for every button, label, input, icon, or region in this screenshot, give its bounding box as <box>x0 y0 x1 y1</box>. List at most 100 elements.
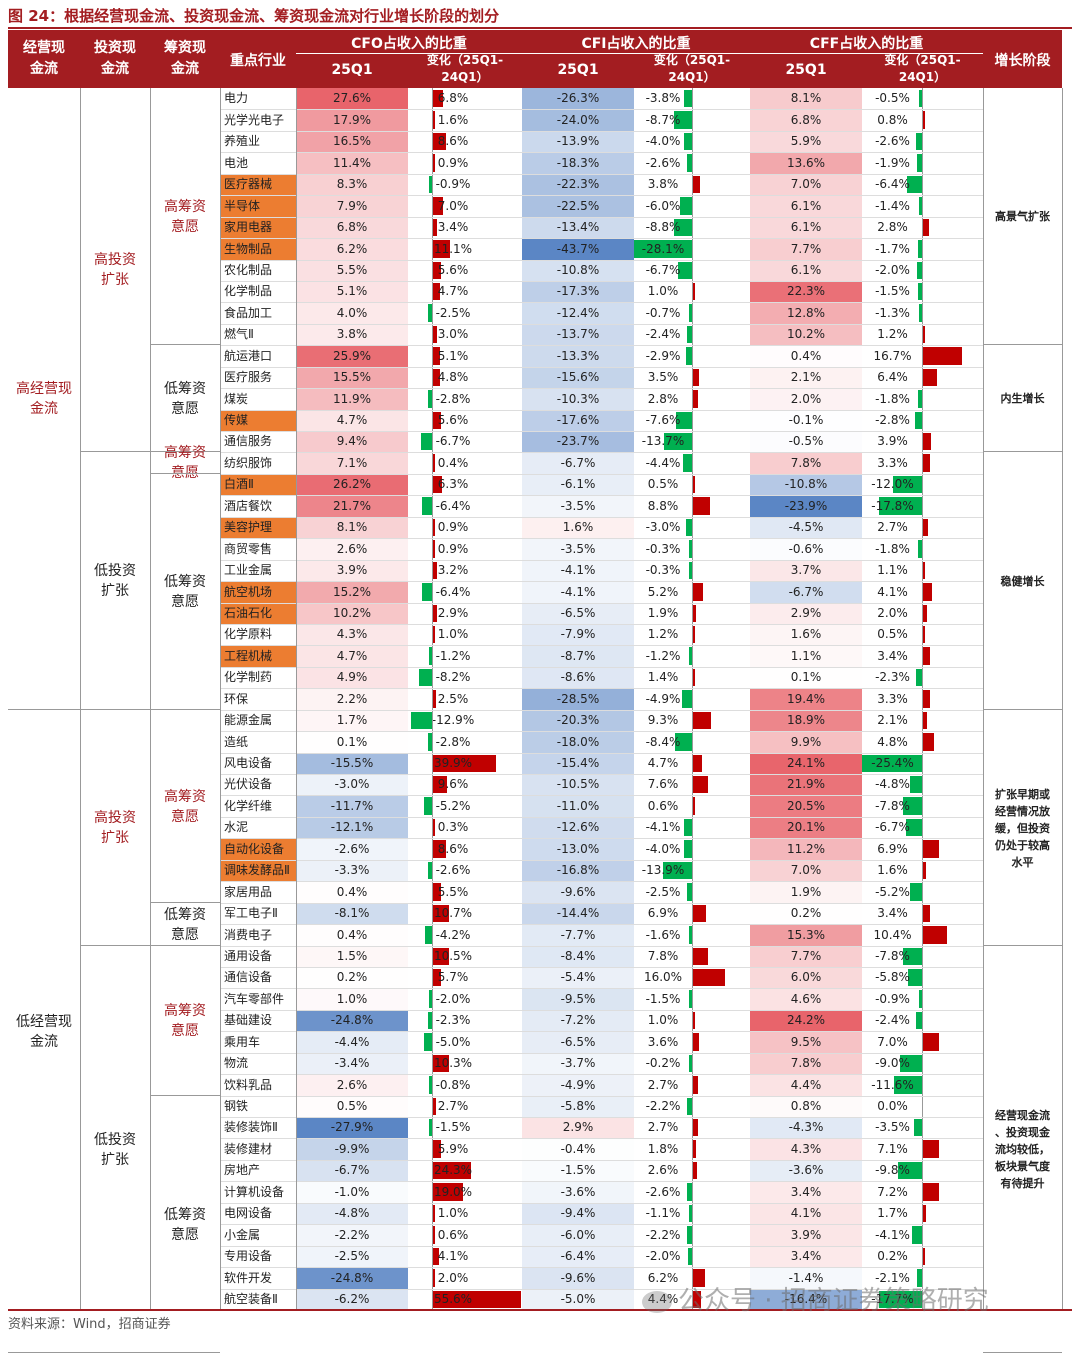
cfi-group-label-divider <box>80 945 150 946</box>
cfo-change-value: 3.4% <box>437 220 469 234</box>
cff-group-label-divider <box>150 945 220 946</box>
cfi-change-value: 5.2% <box>647 585 679 599</box>
cff-change-value: 2.7% <box>877 520 908 534</box>
industry-label: 专用设备 <box>224 1249 273 1263</box>
row-divider <box>220 967 983 968</box>
cfo-level-cell: 17.9% <box>296 109 408 131</box>
cfo-level-cell: -27.9% <box>296 1117 408 1138</box>
cff-level-cell: 4.1% <box>750 1203 862 1224</box>
cfo-change-bar <box>428 990 432 1008</box>
cfi-change-bar <box>689 304 692 322</box>
cff-level-cell: 1.6% <box>750 624 862 645</box>
cfo-level-cell: 4.9% <box>296 667 408 688</box>
stage-label: 内生增长 <box>1000 392 1045 405</box>
cfo-level-cell: 3.9% <box>296 560 408 581</box>
cff-level-cell: 22.3% <box>750 281 862 302</box>
cff-group-label-divider <box>150 902 220 903</box>
cff-group-label: 低筹资 意愿 <box>164 1206 206 1243</box>
cff-change-bar <box>918 283 922 300</box>
cff-level-cell: 7.7% <box>750 946 862 967</box>
cfo-change-value: 10.3% <box>433 1056 473 1070</box>
cff-change-bar <box>903 948 922 965</box>
cfo-level-cell: 0.2% <box>296 967 408 988</box>
cff-level-cell: -16.4% <box>750 1289 862 1310</box>
cfi-level-cell: -7.2% <box>522 1010 634 1031</box>
cff-level-cell: 4.3% <box>750 1138 862 1160</box>
cfo-change-value: -2.6% <box>435 863 471 877</box>
cff-change-value: -3.5% <box>875 1120 910 1134</box>
cfi-change-bar <box>692 497 711 515</box>
cfi-level-cell: 2.9% <box>522 1117 634 1138</box>
cfo-change-bar <box>423 1033 432 1051</box>
cfo-change-value: 3.2% <box>437 563 469 577</box>
cff-change-bar <box>922 1140 940 1158</box>
cfi-change-value: 6.9% <box>647 906 679 920</box>
cfi-change-bar <box>683 819 692 836</box>
cfi-level-cell: -3.7% <box>522 1053 634 1074</box>
cfi-change-bar <box>683 840 692 858</box>
cff-change-bar <box>917 262 922 279</box>
cfo-level-cell: 0.5% <box>296 1096 408 1117</box>
cfo-change-value: 10.5% <box>433 949 473 963</box>
cff-level-cell: 7.7% <box>750 238 862 260</box>
industry-label: 农化制品 <box>224 263 273 277</box>
cff-level-cell: 15.3% <box>750 924 862 946</box>
cff-change-bar <box>922 583 932 601</box>
cfi-level-cell: -9.6% <box>522 881 634 903</box>
cfo-change-bar <box>429 1119 432 1136</box>
cff-change-value: 1.2% <box>877 327 908 341</box>
cff-level-cell: -4.5% <box>750 517 862 538</box>
industry-label: 石油石化 <box>220 603 296 624</box>
cfi-level-cell: -4.1% <box>522 560 634 581</box>
cff-change-value: -1.4% <box>875 199 910 213</box>
cfo-change-value: -1.2% <box>435 649 471 663</box>
cff-change-bar <box>913 1119 922 1136</box>
industry-label: 风电设备 <box>224 756 273 770</box>
cfi-change-bar <box>663 862 692 879</box>
industry-label: 装修建材 <box>224 1142 273 1156</box>
cff-level-cell: 1.9% <box>750 881 862 903</box>
header-cff-level: 25Q1 <box>785 62 827 78</box>
cff-change-value: -2.1% <box>875 1271 910 1285</box>
cfo-change-bar <box>429 1076 432 1094</box>
cfo-level-cell: 8.1% <box>296 517 408 538</box>
stage-label-divider <box>983 451 1062 452</box>
cff-level-cell: -0.1% <box>750 410 862 431</box>
stage-label: 经营现金流 、投资现金 流均较低， 板块景气度 有待提升 <box>995 1109 1050 1190</box>
cfo-change-value: 0.6% <box>437 1228 469 1242</box>
row-divider <box>220 603 983 604</box>
cff-level-cell: 12.8% <box>750 302 862 324</box>
cfo-change-value: 6.3% <box>437 477 469 491</box>
cfo-level-cell: -4.8% <box>296 1203 408 1224</box>
cff-change-value: 0.8% <box>877 113 908 127</box>
row-divider <box>220 774 983 775</box>
cfi-level-cell: -13.3% <box>522 345 634 367</box>
industry-label: 能源金属 <box>224 713 273 727</box>
cfo-level-cell: -1.0% <box>296 1181 408 1203</box>
row-divider <box>220 474 983 475</box>
header-cfi-flow: 投资现 金流 <box>94 40 136 77</box>
cfo-change-value: 2.5% <box>437 692 469 706</box>
cfi-change-bar <box>692 1076 698 1094</box>
cff-change-value: 3.3% <box>877 456 908 470</box>
cff-change-value: -6.7% <box>875 820 910 834</box>
source-note: 资料来源：Wind，招商证券 <box>8 1317 171 1332</box>
cfi-level-cell: -3.5% <box>522 538 634 560</box>
cff-group-label: 高筹资 意愿 <box>164 788 206 825</box>
cfi-level-cell: -7.9% <box>522 624 634 645</box>
cfi-change-bar <box>692 1291 702 1308</box>
cfo-change-bar <box>432 1055 449 1072</box>
cfo-change-value: -2.8% <box>435 392 471 406</box>
cfo-change-value: -2.0% <box>435 992 471 1006</box>
cff-level-cell: 6.8% <box>750 109 862 131</box>
cfi-change-bar <box>673 219 692 236</box>
cff-change-value: -1.8% <box>875 542 910 556</box>
cfi-change-value: -6.0% <box>645 199 681 213</box>
cfo-change-bar <box>432 562 438 579</box>
cfo-change-value: 8.6% <box>437 134 469 148</box>
cfi-change-bar <box>692 905 707 922</box>
cfo-level-cell: 2.6% <box>296 1074 408 1096</box>
industry-label: 通信设备 <box>224 970 273 984</box>
industry-label: 航空装备Ⅱ <box>224 1292 278 1306</box>
cfi-level-cell: -3.6% <box>522 1181 634 1203</box>
